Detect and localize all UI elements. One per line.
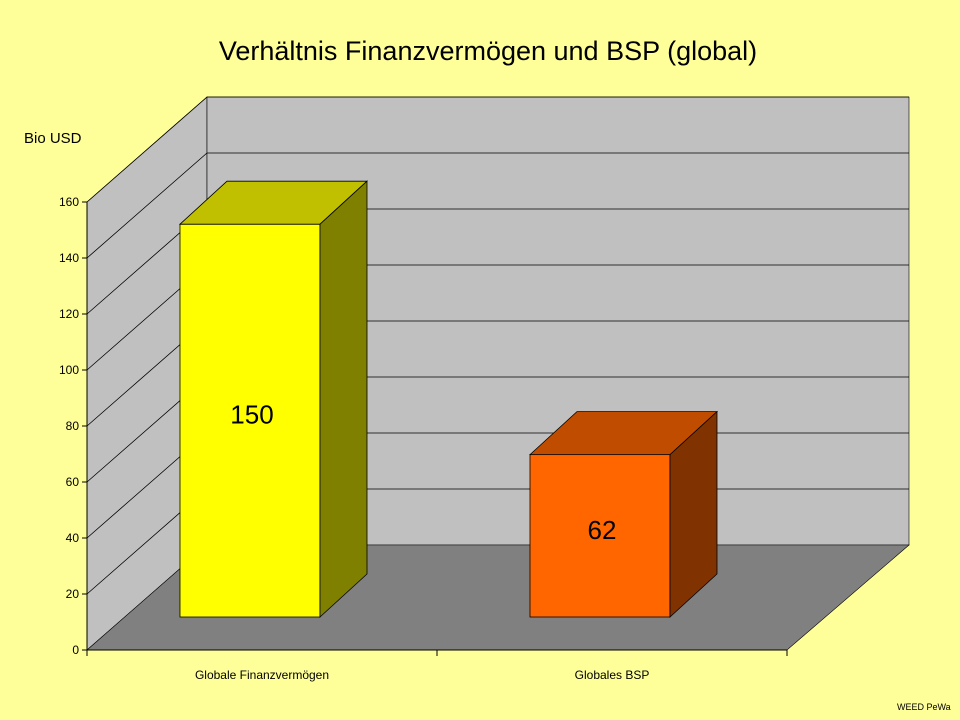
bar-side — [319, 180, 368, 618]
y-tick-label: 100 — [59, 363, 79, 377]
y-tick-label: 80 — [66, 419, 80, 433]
bar-front — [179, 223, 321, 618]
bar-value-label: 62 — [588, 515, 617, 545]
bar-front — [529, 454, 671, 618]
gridline — [86, 96, 909, 203]
axes: 0 20 40 60 80 100 120 140 160 — [59, 195, 788, 657]
bars — [178, 180, 719, 618]
chart-title: Verhältnis Finanzvermögen und BSP (globa… — [219, 36, 757, 66]
y-tick-label: 40 — [66, 531, 80, 545]
y-tick-label: 120 — [59, 307, 79, 321]
y-tick-label: 60 — [66, 475, 80, 489]
labels: 150 Globale Finanzvermögen 62 Globales BSP — [195, 400, 649, 682]
bar-value-label: 150 — [230, 400, 273, 430]
y-tick-label: 160 — [59, 195, 79, 209]
y-tick-label: 0 — [72, 643, 79, 657]
x-category-label: Globale Finanzvermögen — [195, 668, 329, 682]
y-tick-label: 140 — [59, 251, 79, 265]
bar-side — [669, 410, 718, 618]
y-tick-label: 20 — [66, 587, 80, 601]
y-axis-label: Bio USD — [24, 130, 82, 147]
credit-text: WEED PeWa — [897, 702, 951, 712]
gridline — [86, 152, 909, 259]
x-category-label: Globales BSP — [575, 668, 650, 682]
